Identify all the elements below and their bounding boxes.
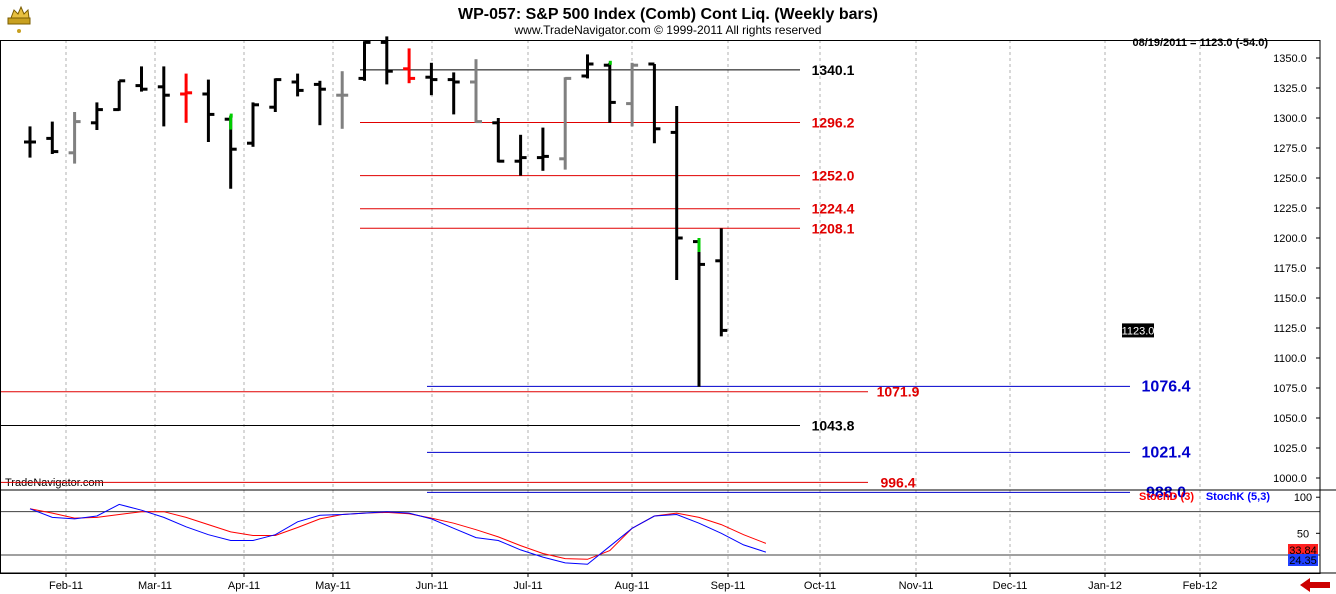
- y-tick-label: 1200.0: [1273, 233, 1307, 245]
- ohlc-bar: [403, 48, 416, 84]
- level-label: 1224.4: [812, 201, 855, 217]
- x-tick-label: Sep-11: [711, 580, 746, 592]
- level-label: 1076.4: [1142, 378, 1191, 395]
- x-tick-label: Feb-12: [1183, 580, 1218, 592]
- ohlc-bar: [380, 36, 393, 85]
- ohlc-bar: [492, 118, 505, 163]
- stoch-series-line: [29, 503, 767, 565]
- level-label: 1043.8: [812, 417, 855, 433]
- ohlc-bar: [313, 80, 326, 126]
- level-label: 1340.1: [812, 62, 855, 78]
- x-tick-label: Apr-11: [228, 580, 260, 592]
- chart-subtitle: www.TradeNavigator.com © 1999-2011 All r…: [514, 23, 822, 37]
- signal-marker: [608, 60, 612, 65]
- ohlc-bar: [358, 40, 371, 81]
- level-label: 996.4: [880, 474, 915, 490]
- x-tick-label: Dec-11: [993, 580, 1028, 592]
- logo-icon[interactable]: [7, 5, 31, 33]
- stoch-last-label: 24.35: [1289, 555, 1317, 567]
- level-label: 1071.9: [877, 384, 920, 400]
- y-tick-label: 1050.0: [1273, 413, 1307, 425]
- ohlc-bar: [247, 102, 259, 147]
- y-tick-label: 1025.0: [1273, 443, 1307, 455]
- ohlc-bar: [90, 102, 103, 130]
- scroll-left-arrow-icon[interactable]: [1298, 577, 1334, 593]
- x-tick-label: May-11: [315, 580, 351, 592]
- last-price-box: [1122, 323, 1154, 338]
- y-tick-label: 1175.0: [1274, 263, 1307, 275]
- y-tick-label: 1125.0: [1274, 323, 1307, 335]
- level-label: 1252.0: [812, 168, 855, 184]
- ohlc-bar: [470, 59, 482, 124]
- y-tick-label: 1350.0: [1273, 53, 1307, 65]
- x-tick-label: Jun-11: [416, 580, 449, 592]
- ohlc-bar: [202, 79, 215, 142]
- ohlc-bar: [626, 62, 639, 127]
- level-label: 1208.1: [812, 220, 855, 236]
- last-price-label: 1123.0: [1122, 325, 1155, 337]
- x-tick-label: Feb-11: [49, 580, 83, 592]
- ohlc-bar: [514, 134, 527, 176]
- ohlc-bar: [68, 112, 81, 164]
- y-tick-label: 1275.0: [1273, 143, 1307, 155]
- x-tick-label: Jul-11: [513, 580, 542, 592]
- ohlc-bar: [581, 54, 594, 79]
- x-tick-label: Oct-11: [804, 580, 836, 592]
- ohlc-bar: [46, 121, 59, 154]
- x-tick-label: Jan-12: [1088, 580, 1122, 592]
- level-label: 1021.4: [1142, 444, 1191, 461]
- ohlc-bar: [693, 238, 705, 387]
- y-tick-label: 1150.0: [1274, 293, 1307, 305]
- stoch-y-tick-label: 100: [1294, 492, 1312, 504]
- ohlc-bar: [157, 66, 170, 127]
- ohlc-bar: [24, 126, 36, 158]
- ohlc-bar: [180, 73, 193, 123]
- ohlc-bar: [715, 228, 728, 337]
- watermark: TradeNavigator.com: [5, 477, 104, 489]
- x-tick-label: Nov-11: [899, 580, 934, 592]
- legend-entry: StochD (3): [1139, 491, 1194, 503]
- stoch-last-box: [1288, 544, 1318, 556]
- ohlc-bar: [447, 72, 460, 115]
- ohlc-bar: [336, 71, 349, 129]
- ohlc-bar: [224, 115, 237, 189]
- ohlc-bar: [269, 78, 282, 112]
- signal-marker: [229, 113, 233, 118]
- ohlc-bar: [559, 76, 572, 170]
- ohlc-bar: [648, 62, 661, 144]
- y-tick-label: 1250.0: [1273, 173, 1307, 185]
- ohlc-bar: [603, 62, 616, 123]
- ohlc-bar: [425, 62, 438, 96]
- y-tick-label: 1075.0: [1273, 383, 1307, 395]
- chart-title: WP-057: S&P 500 Index (Comb) Cont Liq. (…: [458, 6, 878, 23]
- price-bars: [24, 36, 728, 387]
- y-tick-label: 1325.0: [1273, 83, 1307, 95]
- axes: Feb-11 Mar-11 Apr-11 May-11 Jun-11 Jul-11 Aug-…: [0, 40, 1336, 592]
- ohlc-bar: [670, 106, 683, 280]
- ohlc-bar: [135, 66, 148, 92]
- ohlc-bar: [536, 127, 549, 171]
- stoch-last-box: [1288, 554, 1318, 566]
- y-tick-label: 1100.0: [1274, 353, 1307, 365]
- x-tick-label: Aug-11: [615, 580, 650, 592]
- stoch-y-tick-label: 50: [1297, 528, 1309, 540]
- grid: [65, 40, 1201, 573]
- level-label: 1296.2: [812, 115, 855, 131]
- y-tick-label: 1300.0: [1273, 113, 1307, 125]
- level-lines: 1340.1 1296.2 1252.0 1224.4 1208.1 1071.9 1043…: [0, 62, 1191, 501]
- ohlc-bar: [113, 79, 126, 112]
- level-label: 988.0: [1146, 484, 1186, 501]
- legend-entry: StochK (5,3): [1206, 491, 1271, 503]
- y-tick-label: 1000.0: [1273, 473, 1307, 485]
- ohlc-bar: [291, 73, 304, 97]
- x-tick-label: Mar-11: [138, 580, 172, 592]
- y-tick-label: 1225.0: [1273, 203, 1307, 215]
- plot-frame: [0, 40, 1321, 574]
